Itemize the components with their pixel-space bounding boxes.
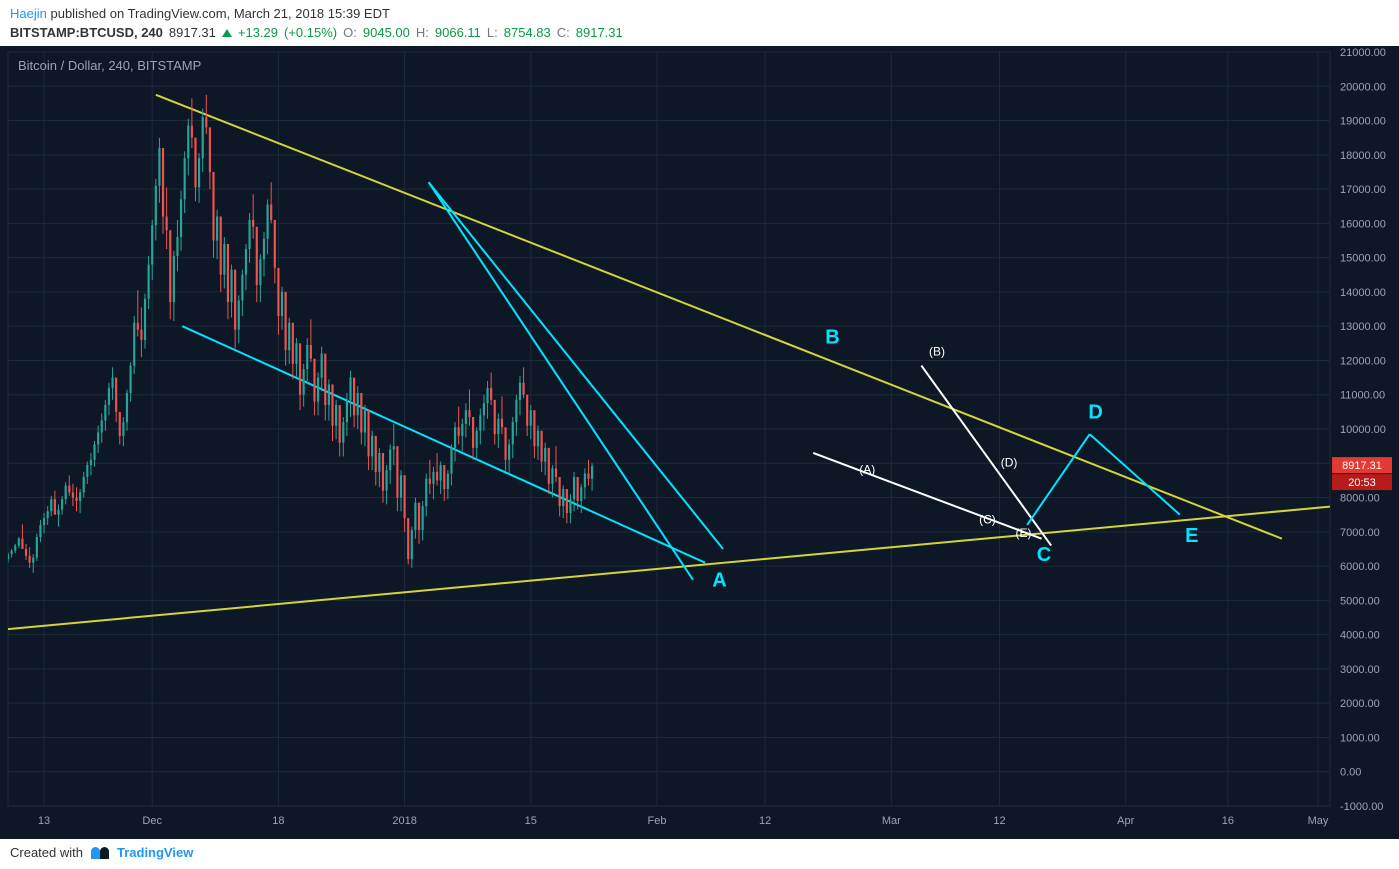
symbol-bar: BITSTAMP:BTCUSD, 240 8917.31 +13.29 (+0.… bbox=[0, 25, 1399, 46]
svg-text:4000.00: 4000.00 bbox=[1340, 630, 1380, 642]
svg-text:14000.00: 14000.00 bbox=[1340, 287, 1386, 299]
svg-text:D: D bbox=[1088, 402, 1102, 424]
svg-text:(A): (A) bbox=[859, 463, 875, 477]
svg-text:15: 15 bbox=[525, 815, 537, 827]
author-link[interactable]: Haejin bbox=[10, 6, 47, 21]
created-with: Created with bbox=[10, 845, 83, 860]
close-value: 8917.31 bbox=[576, 25, 623, 40]
low-label: L: bbox=[487, 25, 498, 40]
svg-text:May: May bbox=[1308, 815, 1329, 827]
svg-text:(B): (B) bbox=[929, 344, 945, 358]
svg-text:8917.31: 8917.31 bbox=[1342, 460, 1382, 472]
svg-text:-1000.00: -1000.00 bbox=[1340, 801, 1383, 813]
svg-text:13000.00: 13000.00 bbox=[1340, 321, 1386, 333]
svg-text:18000.00: 18000.00 bbox=[1340, 150, 1386, 162]
high-label: H: bbox=[416, 25, 429, 40]
svg-text:19000.00: 19000.00 bbox=[1340, 116, 1386, 128]
svg-text:2000.00: 2000.00 bbox=[1340, 698, 1380, 710]
svg-text:17000.00: 17000.00 bbox=[1340, 184, 1386, 196]
svg-text:20000.00: 20000.00 bbox=[1340, 81, 1386, 93]
svg-text:8000.00: 8000.00 bbox=[1340, 493, 1380, 505]
svg-text:Dec: Dec bbox=[142, 815, 162, 827]
footer: Created with TradingView bbox=[0, 839, 1399, 866]
svg-text:21000.00: 21000.00 bbox=[1340, 47, 1386, 59]
price-chart[interactable]: 21000.00 20000.00 19000.00 18000.00 17000.00… bbox=[0, 46, 1399, 839]
svg-text:16: 16 bbox=[1222, 815, 1234, 827]
up-triangle-icon bbox=[222, 29, 232, 37]
svg-text:(D): (D) bbox=[1001, 456, 1018, 470]
price-change: +13.29 bbox=[238, 25, 278, 40]
svg-text:11000.00: 11000.00 bbox=[1340, 390, 1385, 402]
svg-text:(E): (E) bbox=[1016, 526, 1032, 540]
svg-text:0.00: 0.00 bbox=[1340, 767, 1361, 779]
svg-text:2018: 2018 bbox=[392, 815, 416, 827]
svg-text:B: B bbox=[825, 326, 839, 348]
svg-text:15000.00: 15000.00 bbox=[1340, 253, 1386, 265]
svg-text:Feb: Feb bbox=[647, 815, 666, 827]
published-on: published on TradingView.com, bbox=[50, 6, 230, 21]
price-change-pct: (+0.15%) bbox=[284, 25, 337, 40]
svg-text:5000.00: 5000.00 bbox=[1340, 595, 1380, 607]
high-value: 9066.11 bbox=[435, 25, 481, 40]
low-value: 8754.83 bbox=[504, 25, 551, 40]
svg-text:A: A bbox=[712, 570, 726, 592]
svg-text:20:53: 20:53 bbox=[1348, 477, 1376, 489]
svg-text:Bitcoin / Dollar, 240, BITSTAM: Bitcoin / Dollar, 240, BITSTAMP bbox=[18, 58, 201, 73]
svg-text:16000.00: 16000.00 bbox=[1340, 218, 1386, 230]
svg-text:E: E bbox=[1185, 525, 1198, 547]
svg-text:Mar: Mar bbox=[882, 815, 901, 827]
svg-text:12: 12 bbox=[993, 815, 1005, 827]
svg-text:18: 18 bbox=[272, 815, 284, 827]
publish-date: March 21, 2018 15:39 EDT bbox=[234, 6, 390, 21]
last-price: 8917.31 bbox=[169, 25, 216, 40]
svg-text:6000.00: 6000.00 bbox=[1340, 561, 1380, 573]
open-label: O: bbox=[343, 25, 357, 40]
svg-text:(C): (C) bbox=[979, 512, 996, 526]
svg-text:C: C bbox=[1037, 544, 1051, 566]
symbol: BITSTAMP:BTCUSD, 240 bbox=[10, 25, 163, 40]
svg-text:12000.00: 12000.00 bbox=[1340, 355, 1386, 367]
publish-header: Haejin published on TradingView.com, Mar… bbox=[0, 0, 1399, 25]
close-label: C: bbox=[557, 25, 570, 40]
svg-text:12: 12 bbox=[759, 815, 771, 827]
open-value: 9045.00 bbox=[363, 25, 410, 40]
svg-text:13: 13 bbox=[38, 815, 50, 827]
tradingview-brand: TradingView bbox=[117, 845, 193, 860]
svg-text:10000.00: 10000.00 bbox=[1340, 424, 1386, 436]
tradingview-icon bbox=[91, 847, 109, 859]
svg-text:1000.00: 1000.00 bbox=[1340, 732, 1380, 744]
svg-text:3000.00: 3000.00 bbox=[1340, 664, 1380, 676]
svg-text:7000.00: 7000.00 bbox=[1340, 527, 1380, 539]
svg-text:Apr: Apr bbox=[1117, 815, 1134, 827]
